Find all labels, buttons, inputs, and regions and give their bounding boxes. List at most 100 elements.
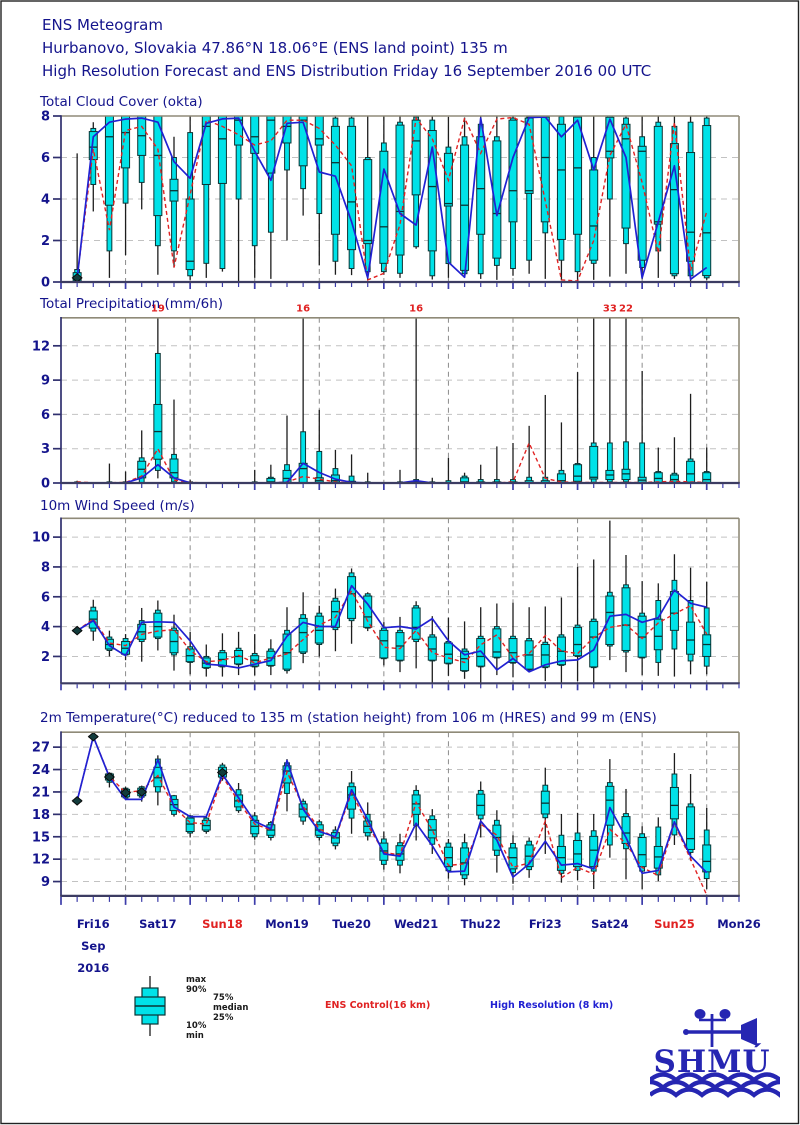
box-p25-p75 [686, 806, 696, 850]
header-run-info: High Resolution Forecast and ENS Distrib… [42, 62, 651, 80]
x-year-label: 2016 [77, 961, 109, 975]
box-p25-p75 [411, 607, 421, 640]
box-p25-p75 [669, 591, 679, 631]
box-p25-p75 [686, 460, 696, 483]
x-day-label: Thu22 [461, 917, 501, 931]
box-p25-p75 [185, 198, 195, 271]
box-p25-p75 [330, 125, 340, 235]
y-tick-label: 0 [41, 477, 50, 492]
box-p25-p75 [589, 169, 599, 261]
box-p25-p75 [427, 130, 437, 252]
box-p25-p75 [282, 633, 292, 670]
y-tick-label: 4 [41, 620, 50, 635]
box-p25-p75 [702, 472, 712, 484]
box-p25-p75 [702, 634, 712, 657]
panel-4: 9 12 15 18 21 24 27 [32, 731, 740, 905]
box-p25-p75 [589, 445, 599, 480]
box-p25-p75 [621, 123, 631, 229]
box-p25-p75 [508, 638, 518, 663]
x-month-label: Sep [81, 939, 105, 953]
header-title: ENS Meteogram [42, 16, 163, 34]
box-p25-p75 [395, 845, 405, 861]
annotation-max-value: 33 [603, 303, 617, 314]
y-tick-label: 2 [41, 234, 50, 249]
box-p25-p75 [524, 117, 534, 194]
box-p25-p75 [411, 794, 421, 815]
box-p25-p75 [492, 628, 502, 658]
panel-3: 2 4 6 8 10 [32, 517, 740, 691]
panel-title-wind: 10m Wind Speed (m/s) [40, 498, 195, 514]
legend-label-75: 75% [213, 993, 234, 1003]
box-p25-p75 [250, 655, 260, 667]
x-day-label: Sat17 [139, 917, 177, 931]
x-day-label: Mon26 [717, 917, 761, 931]
box-p25-p75 [476, 136, 486, 235]
legend-box-glyph [134, 976, 166, 1036]
box-p25-p75 [508, 847, 518, 870]
y-tick-label: 15 [32, 830, 50, 845]
panel-2: 19 16 16 33 22 0 3 6 9 12 [32, 303, 740, 492]
vane-left-knob [683, 1029, 689, 1035]
box-p25-p75 [395, 124, 405, 256]
y-tick-label: 8 [41, 560, 50, 575]
box-p25-p75 [104, 115, 114, 206]
box-p25-p75 [443, 846, 453, 868]
ens-control-line [76, 116, 708, 282]
y-tick-label: 2 [41, 650, 50, 665]
box-p25-p75 [653, 618, 663, 651]
hres-line [76, 735, 708, 878]
box-p25-p75 [427, 819, 437, 839]
x-day-label: Fri23 [529, 917, 562, 931]
box-p25-p75 [702, 844, 712, 873]
box-p25-p75 [605, 785, 615, 826]
cup-right [719, 1009, 731, 1019]
box-p25-p75 [347, 125, 357, 251]
y-tick-label: 4 [41, 193, 50, 208]
box-p25-p75 [686, 152, 696, 262]
legend-label-90: 90% [186, 985, 207, 995]
y-tick-label: 6 [41, 408, 50, 423]
box-p25-p75 [314, 615, 324, 644]
shmu-logo: SHMÚ [650, 1009, 780, 1098]
weather-vane-icon [683, 1009, 757, 1047]
legend-label-high-resolution: High Resolution (8 km) [490, 1000, 613, 1011]
wave-row [650, 1087, 780, 1098]
box-p25-p75 [637, 145, 647, 261]
diamond-marker [120, 787, 132, 798]
panel-title-precip: Total Precipitation (mm/6h) [39, 296, 223, 312]
y-tick-label: 24 [32, 763, 50, 778]
box-p25-p75 [653, 472, 663, 483]
y-tick-label: 3 [41, 442, 50, 457]
box-p25-p75 [379, 629, 389, 659]
box-p25-p75 [508, 119, 518, 223]
y-tick-label: 12 [32, 853, 50, 868]
x-day-label: Sat24 [591, 917, 629, 931]
box-p25-p75 [153, 612, 163, 638]
box-p25-p75 [460, 650, 470, 672]
box-p25-p75 [476, 793, 486, 816]
legend-label-min: min [186, 1031, 204, 1041]
box-p25-p75 [573, 116, 583, 235]
diamond-marker [71, 796, 83, 806]
ens-control-line [76, 589, 708, 664]
y-tick-label: 8 [41, 110, 50, 125]
legend-label-median: median [213, 1003, 248, 1013]
box-p25-p75 [621, 587, 631, 651]
panel-1: 0 2 4 6 8 [41, 110, 740, 291]
x-axis-labels: Fri16 Sat17 Sun18 Mon19 Tue20 Wed21 Thu22 Fri23… [77, 917, 761, 975]
box-p25-p75 [250, 115, 260, 154]
box-p25-p75 [379, 842, 389, 861]
box-p25-p75 [540, 644, 550, 668]
box-p25-p75 [88, 131, 98, 161]
x-day-label: Sun25 [654, 917, 695, 931]
y-tick-label: 9 [41, 875, 50, 890]
diamond-marker [103, 772, 115, 782]
box-p25-p75 [121, 115, 131, 169]
box-p25-p75 [702, 125, 712, 277]
box-p25-p75 [605, 595, 615, 646]
y-tick-label: 27 [32, 741, 50, 756]
box-p25-p75 [605, 116, 615, 159]
